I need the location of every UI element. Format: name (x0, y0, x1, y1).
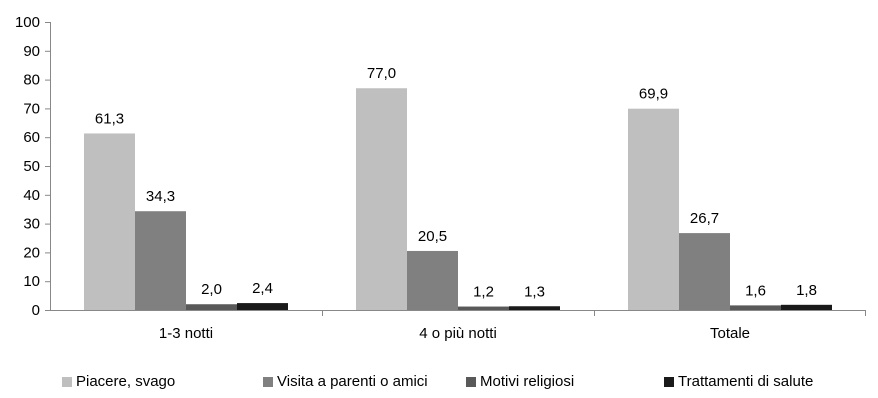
y-tick-label: 0 (32, 302, 40, 319)
bar (458, 306, 509, 310)
bar-chart: 0 10 20 30 40 50 60 70 80 90 100 61,3 34,3 2,0 2,4 1-3 … (15, 14, 866, 342)
bar (781, 304, 832, 310)
y-tick-label: 40 (23, 187, 40, 204)
y-tick-label: 20 (23, 244, 40, 261)
data-label: 77,0 (367, 65, 396, 82)
x-category-label: 4 o più notti (419, 325, 497, 342)
data-label: 20,5 (418, 228, 447, 245)
bar (237, 303, 288, 310)
bar (356, 88, 407, 311)
data-label: 1,8 (796, 282, 817, 299)
bar (509, 306, 560, 310)
data-label: 61,3 (95, 110, 124, 127)
bar (628, 108, 679, 310)
legend-swatch-visita (263, 376, 273, 387)
legend-item-visita: Visita a parenti o amici (263, 373, 428, 390)
bar (135, 211, 186, 310)
bar (730, 305, 781, 310)
legend-label-visita: Visita a parenti o amici (277, 373, 428, 390)
legend-swatch-motivi (466, 376, 476, 387)
x-category-label: Totale (710, 325, 750, 342)
legend-label-piacere: Piacere, svago (76, 373, 176, 390)
y-tick-label: 70 (23, 100, 40, 117)
legend-item-piacere: Piacere, svago (62, 373, 175, 390)
data-label: 2,0 (201, 281, 222, 298)
y-tick-label: 60 (23, 129, 40, 146)
legend: Piacere, svago Visita a parenti o amici … (0, 373, 878, 395)
y-tick-label: 30 (23, 216, 40, 233)
bar (84, 133, 135, 310)
data-label: 1,6 (745, 282, 766, 299)
data-label: 1,2 (473, 284, 494, 301)
data-label: 2,4 (252, 280, 273, 297)
legend-label-trattamenti: Trattamenti di salute (678, 373, 814, 390)
x-category-label: 1-3 notti (159, 325, 213, 342)
bar (679, 233, 730, 310)
legend-item-motivi: Motivi religiosi (466, 373, 574, 390)
y-tick-label: 100 (15, 14, 40, 31)
y-tick-label: 90 (23, 43, 40, 60)
data-label: 34,3 (146, 188, 175, 205)
y-tick-label: 10 (23, 273, 40, 290)
legend-swatch-trattamenti (664, 376, 674, 387)
y-tick-label: 80 (23, 72, 40, 89)
data-label: 69,9 (639, 86, 668, 103)
data-label: 1,3 (524, 283, 545, 300)
legend-item-trattamenti: Trattamenti di salute (664, 373, 813, 390)
y-tick-label: 50 (23, 158, 40, 175)
legend-swatch-piacere (62, 376, 72, 387)
bar (407, 250, 458, 310)
data-label: 26,7 (690, 210, 719, 227)
bar (186, 304, 237, 310)
legend-label-motivi: Motivi religiosi (480, 373, 575, 390)
